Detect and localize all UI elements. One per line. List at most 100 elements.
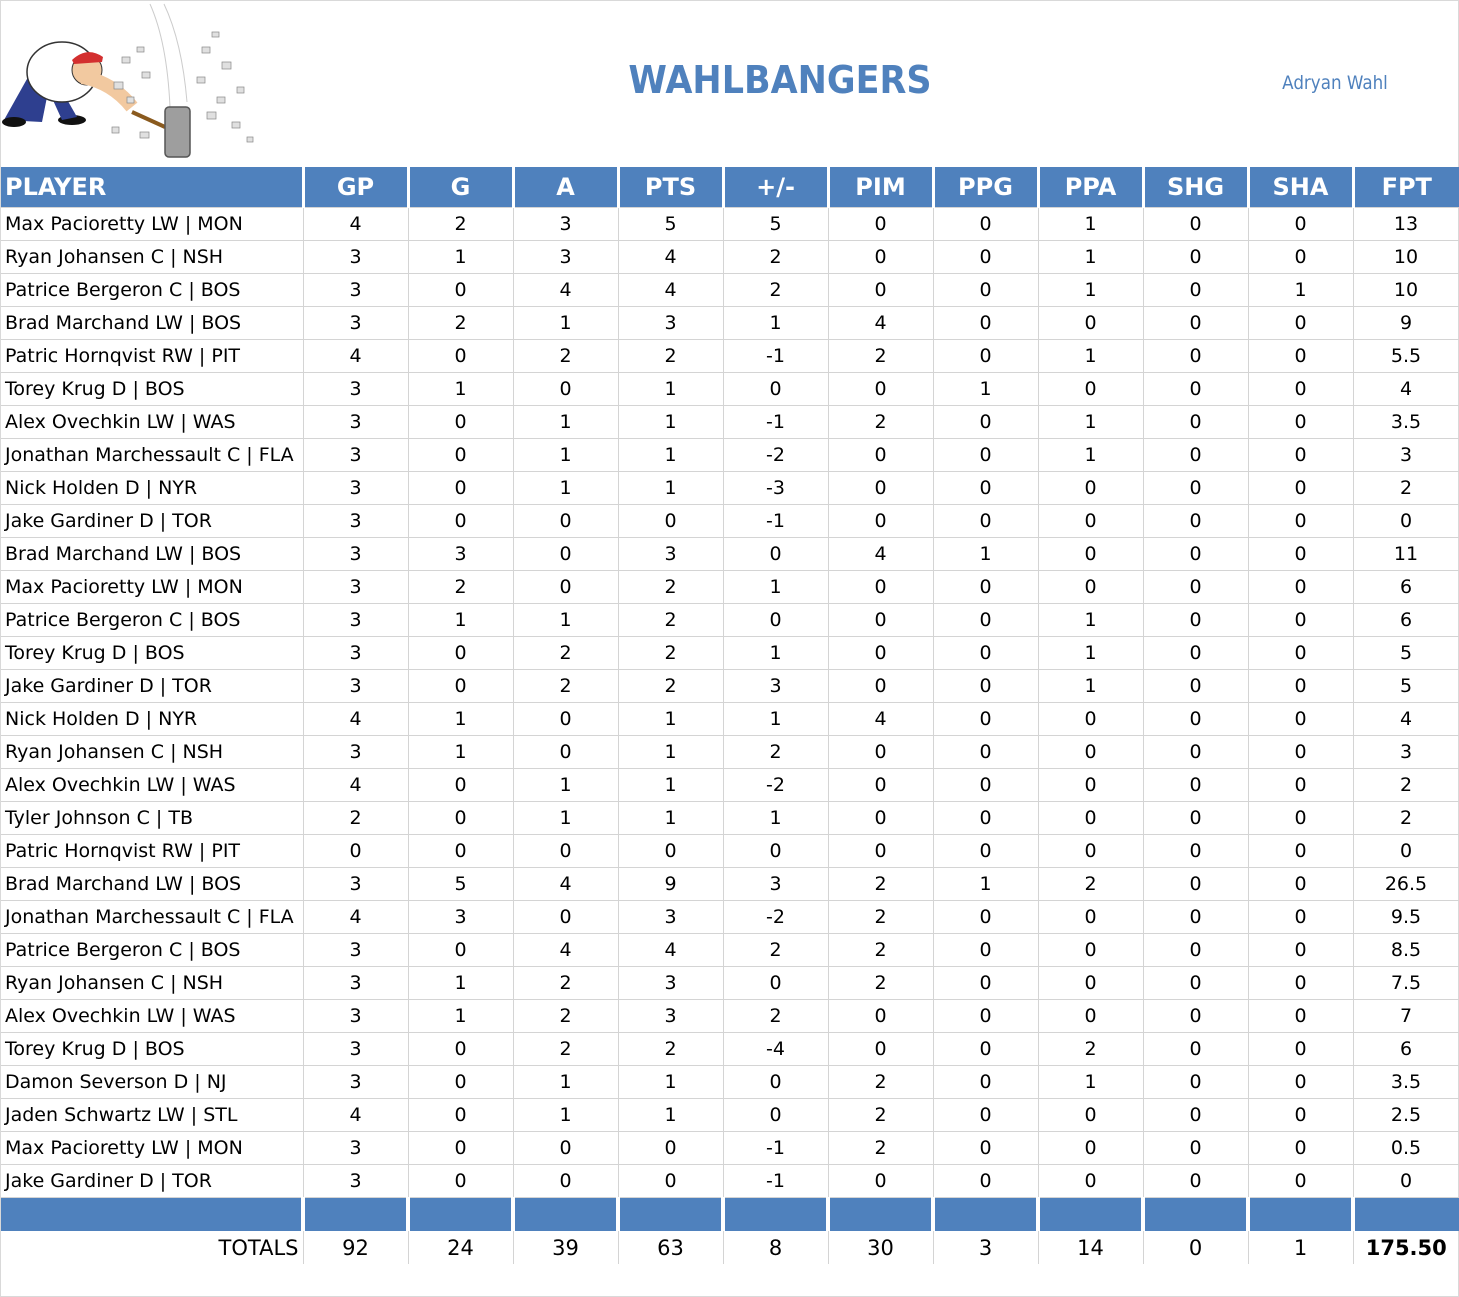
player-name-cell[interactable]: Nick Holden D | NYR bbox=[1, 702, 304, 736]
stat-cell[interactable]: 0 bbox=[1142, 966, 1249, 1000]
stat-cell[interactable]: 1 bbox=[617, 372, 724, 406]
stat-cell[interactable]: 0 bbox=[617, 1164, 724, 1198]
stat-cell[interactable]: 4 bbox=[827, 537, 934, 571]
stat-cell[interactable]: 1 bbox=[932, 867, 1039, 901]
stat-cell[interactable]: 2 bbox=[512, 669, 619, 703]
stat-cell[interactable]: 0 bbox=[1247, 207, 1354, 241]
stat-cell[interactable]: 3 bbox=[302, 273, 409, 307]
stat-cell[interactable]: 1 bbox=[617, 702, 724, 736]
column-header-pim[interactable]: PIM bbox=[826, 167, 933, 208]
stat-cell[interactable]: 0 bbox=[1247, 372, 1354, 406]
stat-cell[interactable]: 0 bbox=[407, 1065, 514, 1099]
stat-cell[interactable]: 0 bbox=[1247, 966, 1354, 1000]
stat-cell[interactable]: 0 bbox=[1142, 768, 1249, 802]
stat-cell[interactable]: 0 bbox=[1247, 471, 1354, 505]
stat-cell[interactable]: -2 bbox=[722, 438, 829, 472]
stat-cell[interactable]: 11 bbox=[1352, 537, 1459, 571]
stat-cell[interactable]: 0 bbox=[932, 405, 1039, 439]
stat-cell[interactable]: 0 bbox=[1142, 735, 1249, 769]
stat-cell[interactable]: 1 bbox=[1037, 603, 1144, 637]
stat-cell[interactable]: 3 bbox=[302, 570, 409, 604]
stat-cell[interactable]: 5 bbox=[1352, 669, 1459, 703]
stat-cell[interactable]: 0 bbox=[1142, 438, 1249, 472]
player-name-cell[interactable]: Brad Marchand LW | BOS bbox=[1, 306, 304, 340]
stat-cell[interactable]: 0 bbox=[512, 834, 619, 868]
stat-cell[interactable]: 0 bbox=[1247, 1032, 1354, 1066]
column-header-player[interactable]: PLAYER bbox=[1, 167, 303, 208]
stat-cell[interactable]: 0 bbox=[1142, 240, 1249, 274]
stat-cell[interactable]: 0 bbox=[932, 471, 1039, 505]
stat-cell[interactable]: 0 bbox=[932, 669, 1039, 703]
stat-cell[interactable]: 0 bbox=[407, 504, 514, 538]
stat-cell[interactable]: 4 bbox=[827, 702, 934, 736]
total-cell[interactable]: 24 bbox=[407, 1231, 513, 1264]
stat-cell[interactable]: 1 bbox=[512, 1098, 619, 1132]
stat-cell[interactable]: 1 bbox=[1037, 1065, 1144, 1099]
stat-cell[interactable]: 0 bbox=[1247, 801, 1354, 835]
player-name-cell[interactable]: Nick Holden D | NYR bbox=[1, 471, 304, 505]
stat-cell[interactable]: 0 bbox=[407, 669, 514, 703]
column-header-ppg[interactable]: PPG bbox=[931, 167, 1038, 208]
stat-cell[interactable]: 0 bbox=[932, 834, 1039, 868]
stat-cell[interactable]: 0 bbox=[512, 372, 619, 406]
stat-cell[interactable]: 0 bbox=[407, 636, 514, 670]
stat-cell[interactable]: 4 bbox=[512, 933, 619, 967]
stat-cell[interactable]: 0 bbox=[512, 702, 619, 736]
stat-cell[interactable]: 0 bbox=[1037, 768, 1144, 802]
player-name-cell[interactable]: Patrice Bergeron C | BOS bbox=[1, 933, 304, 967]
player-name-cell[interactable]: Ryan Johansen C | NSH bbox=[1, 240, 304, 274]
stat-cell[interactable]: 0.5 bbox=[1352, 1131, 1459, 1165]
stat-cell[interactable]: 0 bbox=[1247, 438, 1354, 472]
column-header-fpt[interactable]: FPT bbox=[1351, 167, 1459, 208]
stat-cell[interactable]: 2 bbox=[827, 867, 934, 901]
stat-cell[interactable]: 3 bbox=[722, 867, 829, 901]
stat-cell[interactable]: 0 bbox=[1142, 372, 1249, 406]
stat-cell[interactable]: 3 bbox=[302, 1065, 409, 1099]
stat-cell[interactable]: 0 bbox=[932, 240, 1039, 274]
stat-cell[interactable]: 3 bbox=[617, 537, 724, 571]
column-header-ppa[interactable]: PPA bbox=[1036, 167, 1143, 208]
stat-cell[interactable]: -1 bbox=[722, 504, 829, 538]
stat-cell[interactable]: 10 bbox=[1352, 273, 1459, 307]
stat-cell[interactable]: 0 bbox=[1037, 900, 1144, 934]
stat-cell[interactable]: 4 bbox=[302, 702, 409, 736]
stat-cell[interactable]: 0 bbox=[512, 900, 619, 934]
stat-cell[interactable]: 0 bbox=[1247, 339, 1354, 373]
stat-cell[interactable]: 0 bbox=[512, 504, 619, 538]
column-header-sha[interactable]: SHA bbox=[1246, 167, 1353, 208]
stat-cell[interactable]: 3 bbox=[302, 372, 409, 406]
stat-cell[interactable]: 0 bbox=[722, 372, 829, 406]
stat-cell[interactable]: 5 bbox=[617, 207, 724, 241]
stat-cell[interactable]: 1 bbox=[722, 570, 829, 604]
player-name-cell[interactable]: Patric Hornqvist RW | PIT bbox=[1, 834, 304, 868]
stat-cell[interactable]: 0 bbox=[932, 339, 1039, 373]
stat-cell[interactable]: 1 bbox=[1037, 339, 1144, 373]
player-name-cell[interactable]: Torey Krug D | BOS bbox=[1, 1032, 304, 1066]
stat-cell[interactable]: 0 bbox=[407, 1032, 514, 1066]
stat-cell[interactable]: 3 bbox=[302, 405, 409, 439]
column-header-pts[interactable]: PTS bbox=[616, 167, 723, 208]
stat-cell[interactable]: 1 bbox=[722, 636, 829, 670]
stat-cell[interactable]: 1 bbox=[407, 603, 514, 637]
stat-cell[interactable]: 3 bbox=[617, 900, 724, 934]
stat-cell[interactable]: 0 bbox=[1142, 1164, 1249, 1198]
player-name-cell[interactable]: Brad Marchand LW | BOS bbox=[1, 867, 304, 901]
stat-cell[interactable]: -3 bbox=[722, 471, 829, 505]
stat-cell[interactable]: 1 bbox=[407, 702, 514, 736]
stat-cell[interactable]: 3 bbox=[1352, 438, 1459, 472]
stat-cell[interactable]: -1 bbox=[722, 339, 829, 373]
stat-cell[interactable]: 0 bbox=[722, 966, 829, 1000]
stat-cell[interactable]: 0 bbox=[932, 273, 1039, 307]
stat-cell[interactable]: -2 bbox=[722, 768, 829, 802]
stat-cell[interactable]: 0 bbox=[1142, 933, 1249, 967]
stat-cell[interactable]: 0 bbox=[827, 636, 934, 670]
stat-cell[interactable]: 2 bbox=[617, 603, 724, 637]
stat-cell[interactable]: 0 bbox=[932, 801, 1039, 835]
stat-cell[interactable]: 3 bbox=[722, 669, 829, 703]
stat-cell[interactable]: 0 bbox=[1247, 702, 1354, 736]
stat-cell[interactable]: 3 bbox=[302, 1131, 409, 1165]
stat-cell[interactable]: 0 bbox=[1247, 306, 1354, 340]
stat-cell[interactable]: 0 bbox=[932, 306, 1039, 340]
stat-cell[interactable]: 0 bbox=[1142, 1065, 1249, 1099]
stat-cell[interactable]: 1 bbox=[512, 801, 619, 835]
